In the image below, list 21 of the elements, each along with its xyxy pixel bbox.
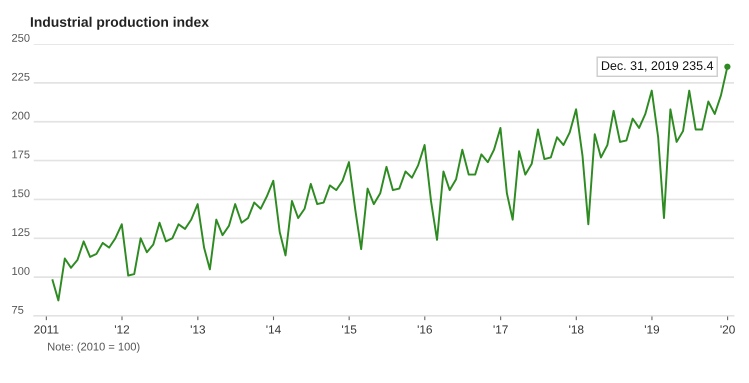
x-tick-label: '16 [418,325,432,334]
x-tick-label: '15 [342,325,356,334]
annotation: Dec. 31, 2019 235.4 [602,61,714,72]
x-tick-label: '19 [644,325,660,334]
y-tick-label: 250 [12,34,30,42]
y-tick-label: 100 [12,267,30,275]
x-tick-label: '20 [720,325,735,334]
x-tick-label: '13 [190,325,206,334]
chart-title: Industrial production index [30,16,209,30]
y-tick-label: 200 [12,112,30,120]
x-tick-label: '18 [569,325,584,334]
x-tick-label: 2011 [34,325,58,334]
y-tick-label: 150 [12,189,30,198]
text: Note: (2010 = 100) [48,342,140,353]
y-tick-label: 75 [12,306,24,314]
x-tick-label: '14 [266,325,281,334]
x-tick-label: '12 [114,325,130,334]
y-tick-label: 125 [12,228,30,236]
y-tick-label: 175 [12,150,30,158]
y-tick-label: 225 [12,72,30,81]
x-tick-label: '17 [494,325,508,334]
